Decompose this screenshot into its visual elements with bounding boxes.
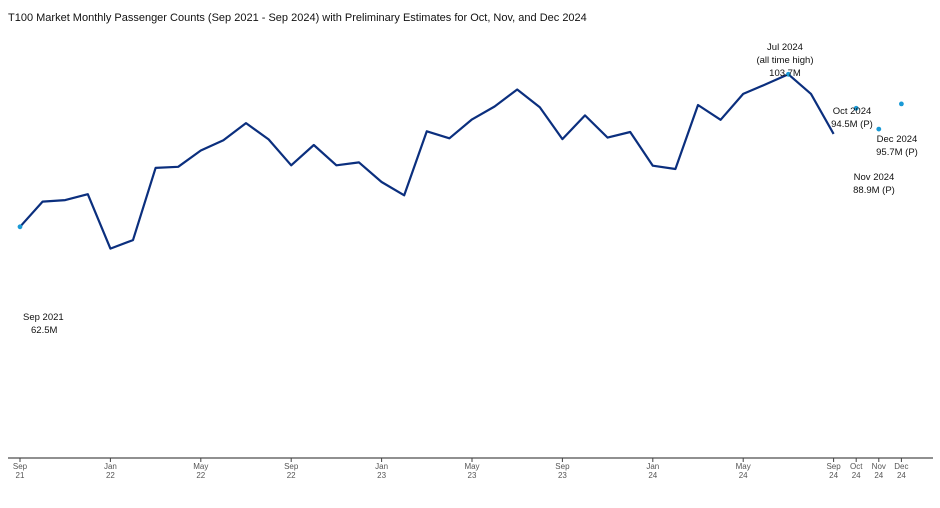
x-tick-label-year: 24 [897,471,906,480]
x-tick-label-month: Sep [284,462,299,471]
x-tick-label-month: Sep [555,462,570,471]
point-jul-2024 [786,71,791,77]
annotation-sep-2021-value: 62.5M [31,325,57,336]
annotation-dec-2024-value: 95.7M (P) [876,147,918,158]
point-sep-2021 [17,224,23,230]
x-tick-label-month: Sep [826,462,841,471]
x-tick-label-year: 23 [558,471,567,480]
x-tick-label-month: Sep [13,462,28,471]
preliminary-point-dec-2024 [899,101,904,107]
x-tick-label-month: May [736,462,751,471]
x-tick-label-month: Jan [375,462,388,471]
x-tick-label-month: Oct [850,462,863,471]
x-tick-label-year: 22 [196,471,205,480]
annotation-sep-2021-label: Sep 2021 [23,312,64,323]
annotation-jul-2024-value: 103.7M [769,68,801,79]
x-tick-label-month: May [193,462,208,471]
preliminary-point-nov-2024 [876,126,882,132]
chart-title: T100 Market Monthly Passenger Counts (Se… [8,12,587,24]
x-tick-label-year: 24 [874,471,883,480]
x-tick-label-month: Jan [104,462,117,471]
x-tick-label-year: 24 [648,471,657,480]
x-tick-label-month: Dec [894,462,908,471]
x-tick-label-year: 23 [468,471,477,480]
annotation-nov-2024-value: 88.9M (P) [853,185,895,196]
x-tick-label-year: 21 [16,471,25,480]
annotations: Sep 2021 62.5M Jul 2024 (all time high) … [23,42,918,336]
annotation-oct-2024-label: Oct 2024 [833,106,872,117]
x-tick-label-month: May [464,462,479,471]
annotation-dec-2024-label: Dec 2024 [877,134,918,145]
x-tick-label-year: 22 [287,471,296,480]
x-axis-ticks: Sep21Jan22May22Sep22Jan23May23Sep23Jan24… [13,458,909,480]
preliminary-point-oct-2024 [853,105,859,111]
x-tick-label-year: 24 [739,471,748,480]
series-line [19,73,835,250]
x-tick-label-year: 24 [829,471,838,480]
annotation-jul-2024-label: Jul 2024 [767,42,803,53]
annotation-nov-2024-label: Nov 2024 [854,172,895,183]
x-tick-label-year: 23 [377,471,386,480]
annotation-jul-2024-note: (all time high) [756,55,813,66]
data-points [17,71,904,230]
x-tick-label-month: Jan [646,462,659,471]
annotation-oct-2024-value: 94.5M (P) [831,119,873,130]
x-tick-label-year: 24 [852,471,861,480]
x-tick-label-year: 22 [106,471,115,480]
x-tick-label-month: Nov [872,462,886,471]
